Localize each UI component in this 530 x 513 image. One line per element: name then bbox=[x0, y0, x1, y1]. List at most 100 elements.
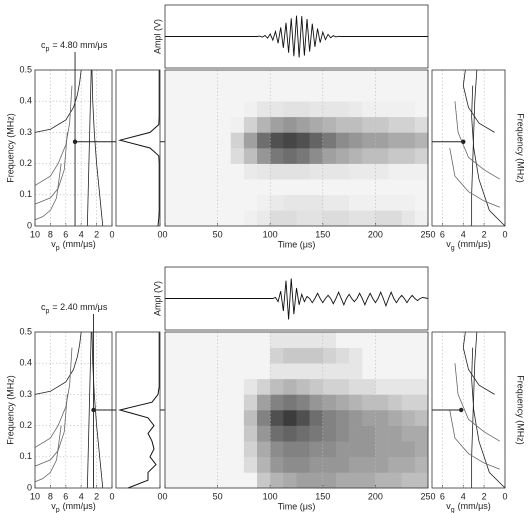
heat-cell bbox=[415, 457, 428, 473]
heat-cell bbox=[297, 332, 310, 348]
heat-cell bbox=[191, 457, 204, 473]
annotation: cp= 2.40 mm/μs bbox=[41, 302, 108, 315]
heat-cell bbox=[362, 426, 375, 442]
heat-cell bbox=[283, 472, 296, 488]
x-tick-label: 2 bbox=[482, 491, 487, 501]
y-tick-label: 0.2 bbox=[19, 158, 32, 168]
heat-cell bbox=[244, 410, 257, 426]
heat-cell bbox=[283, 441, 296, 457]
x-tick-label: 200 bbox=[368, 491, 383, 501]
heat-cell bbox=[165, 70, 178, 86]
heat-cell bbox=[323, 441, 336, 457]
x-tick-label: 0 bbox=[502, 229, 507, 239]
heat-cell bbox=[297, 410, 310, 426]
heat-cell bbox=[270, 179, 283, 195]
heat-cell bbox=[310, 410, 323, 426]
y-tick-label: 0.2 bbox=[19, 420, 32, 430]
heat-cell bbox=[244, 332, 257, 348]
marker-point bbox=[73, 140, 77, 144]
heat-cell bbox=[244, 210, 257, 226]
heat-cell bbox=[349, 441, 362, 457]
heat-cell bbox=[270, 426, 283, 442]
heat-cell bbox=[178, 148, 191, 164]
heat-cell bbox=[178, 164, 191, 180]
heat-cell bbox=[204, 457, 217, 473]
heat-cell bbox=[297, 101, 310, 117]
heat-cell bbox=[297, 132, 310, 148]
heat-cell bbox=[297, 348, 310, 364]
x-axis-label: vp(mm/μs) bbox=[51, 501, 96, 513]
heat-cell bbox=[218, 426, 231, 442]
heat-cell bbox=[297, 426, 310, 442]
heat-cell bbox=[231, 195, 244, 211]
heat-cell bbox=[336, 132, 349, 148]
heat-cell bbox=[349, 132, 362, 148]
label-part: (mm/μs) bbox=[63, 501, 96, 511]
heat-cell bbox=[389, 101, 402, 117]
heat-cell bbox=[191, 132, 204, 148]
heat-cell bbox=[204, 70, 217, 86]
heat-cell bbox=[375, 379, 388, 395]
heat-cell bbox=[257, 426, 270, 442]
heat-cell bbox=[310, 148, 323, 164]
heat-cell bbox=[336, 210, 349, 226]
heat-cell bbox=[244, 164, 257, 180]
heat-cell bbox=[402, 348, 415, 364]
heat-cell bbox=[297, 195, 310, 211]
x-tick-label: 2 bbox=[94, 491, 99, 501]
label-part: p bbox=[56, 507, 60, 513]
heat-cell bbox=[402, 101, 415, 117]
heat-cell bbox=[191, 410, 204, 426]
heat-cell bbox=[415, 410, 428, 426]
y-tick-label: 0 bbox=[27, 220, 32, 230]
heat-cell bbox=[349, 148, 362, 164]
heat-cell bbox=[191, 379, 204, 395]
heat-cell bbox=[362, 441, 375, 457]
heat-cell bbox=[283, 332, 296, 348]
heat-cell bbox=[402, 472, 415, 488]
heat-cell bbox=[231, 148, 244, 164]
heat-cell bbox=[310, 132, 323, 148]
heat-cell bbox=[415, 132, 428, 148]
heat-cell bbox=[389, 379, 402, 395]
heat-cell bbox=[178, 332, 191, 348]
heat-cell bbox=[270, 332, 283, 348]
heat-cell bbox=[257, 332, 270, 348]
y-axis-label: Ampl (V) bbox=[152, 19, 162, 54]
heat-cell bbox=[402, 86, 415, 102]
heat-cell bbox=[270, 70, 283, 86]
heat-cell bbox=[323, 101, 336, 117]
heat-cell bbox=[375, 363, 388, 379]
y-axis-label: Frequency (MHz) bbox=[516, 375, 526, 445]
heat-cell bbox=[204, 348, 217, 364]
heat-cell bbox=[297, 472, 310, 488]
heat-cell bbox=[336, 101, 349, 117]
heat-cell bbox=[389, 117, 402, 133]
heat-cell bbox=[375, 472, 388, 488]
heat-cell bbox=[310, 472, 323, 488]
heat-cell bbox=[389, 70, 402, 86]
heat-cell bbox=[415, 70, 428, 86]
heat-cell bbox=[165, 179, 178, 195]
x-axis-label: Time (μs) bbox=[278, 239, 316, 249]
heat-cell bbox=[349, 210, 362, 226]
heat-cell bbox=[218, 332, 231, 348]
heat-cell bbox=[231, 117, 244, 133]
heat-cell bbox=[204, 179, 217, 195]
heat-cell bbox=[231, 132, 244, 148]
heat-cell bbox=[218, 457, 231, 473]
heat-cell bbox=[283, 410, 296, 426]
heat-cell bbox=[375, 148, 388, 164]
heat-cell bbox=[375, 457, 388, 473]
heat-cell bbox=[362, 195, 375, 211]
heat-cell bbox=[402, 426, 415, 442]
heat-cell bbox=[270, 457, 283, 473]
heat-cell bbox=[283, 164, 296, 180]
x-tick-label: 10 bbox=[30, 229, 40, 239]
heat-cell bbox=[310, 164, 323, 180]
heat-cell bbox=[191, 472, 204, 488]
heat-cell bbox=[415, 332, 428, 348]
x-tick-label: 2 bbox=[94, 229, 99, 239]
heat-cell bbox=[244, 179, 257, 195]
heat-cell bbox=[389, 410, 402, 426]
